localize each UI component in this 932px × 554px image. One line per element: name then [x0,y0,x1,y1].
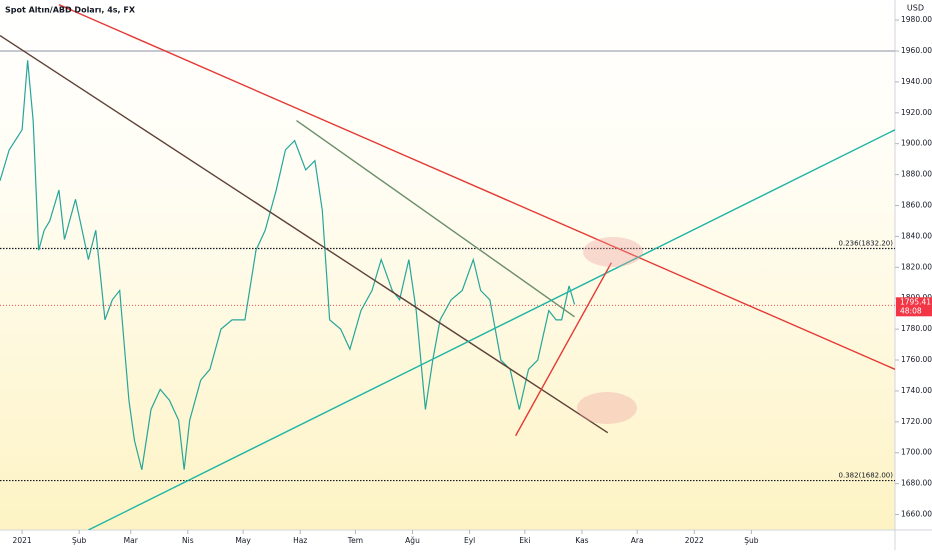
chart-title: Spot Altın/ABD Doları, 4s, FX [5,6,136,15]
y-tick-label: 1880.00 [901,170,932,179]
y-tick-label: 1980.00 [901,15,932,24]
y-tick-label: 1900.00 [901,139,932,148]
trend-line [515,262,613,437]
fib-label: 0.236(1832.20) [839,239,894,247]
plot-area [0,3,895,530]
trend-line [88,129,895,530]
x-tick-label: May [235,536,251,545]
fib-label: 0.382(1682.00) [839,472,894,480]
highlight-ellipse [577,392,637,424]
y-tick-label: 1840.00 [901,231,932,240]
y-tick-label: 1960.00 [901,46,932,55]
x-tick-label: 2021 [13,536,32,545]
y-tick-label: 1760.00 [901,355,932,364]
highlight-ellipse [583,237,643,267]
last-price-box [896,297,932,317]
x-tick-label: Ağu [405,536,420,545]
y-tick-label: 1940.00 [901,77,932,86]
y-tick-label: 1680.00 [901,479,932,488]
price-line [0,60,576,470]
x-tick-label: 2022 [685,536,704,545]
x-tick-label: Şub [72,536,87,545]
x-tick-label: Tem [347,536,363,545]
x-tick-label: Nis [182,536,194,545]
x-tick-label: Mar [124,536,139,545]
x-tick-label: Ara [631,536,644,545]
x-tick-label: Şub [744,536,759,545]
x-tick-label: Eyl [464,536,475,545]
y-tick-label: 1820.00 [901,262,932,271]
y-tick-label: 1920.00 [901,108,932,117]
y-axis-label: USD [907,4,924,13]
x-tick-label: Eki [519,536,530,545]
y-tick-label: 1660.00 [901,510,932,519]
x-tick-label: Haz [293,536,307,545]
plot-background [0,0,895,530]
y-tick-label: 1740.00 [901,386,932,395]
countdown-label: 48:08 [900,306,922,315]
trend-line [58,3,895,370]
last-price-label: 1795.41 [900,297,931,306]
y-tick-label: 1720.00 [901,417,932,426]
x-tick-label: Kas [575,536,588,545]
y-tick-label: 1700.00 [901,448,932,457]
trend-line [0,34,609,434]
y-tick-label: 1780.00 [901,324,932,333]
trend-line [296,119,575,318]
y-tick-label: 1860.00 [901,201,932,210]
